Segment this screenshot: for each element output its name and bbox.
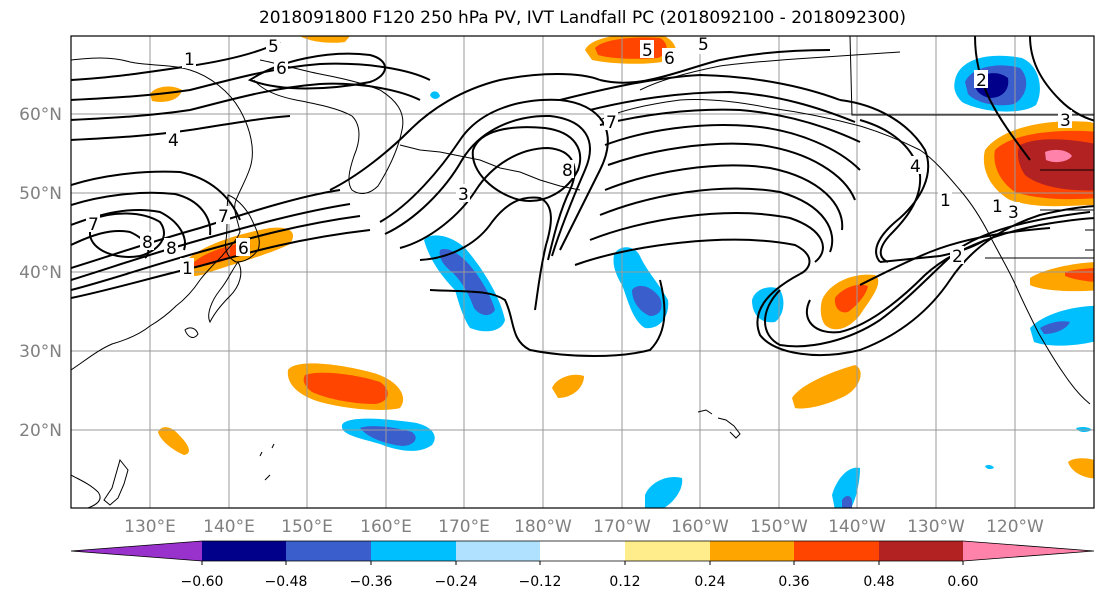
positive-anomaly-140w — [820, 274, 879, 330]
positive-anomaly-northeast — [983, 121, 1094, 207]
colorbar-tick-label: −0.48 — [265, 574, 308, 590]
contour-label: 7 — [88, 215, 99, 235]
contour-label: 2 — [976, 71, 987, 91]
lon-label: 160°E — [360, 517, 412, 537]
colorbar-cell — [540, 541, 625, 561]
lon-label: 170°E — [438, 517, 490, 537]
colorbar-tick-label: 0.12 — [609, 574, 640, 590]
colorbar-cell — [456, 541, 540, 561]
contour-label: 5 — [698, 35, 709, 55]
contour-label: 8 — [142, 233, 153, 253]
lon-label: 180°W — [514, 517, 572, 537]
contour-label: 1 — [940, 191, 951, 211]
contour-label: 6 — [276, 59, 287, 79]
contour-label: 7 — [606, 113, 617, 133]
lat-label: 60°N — [19, 105, 62, 125]
colorbar-cell — [625, 541, 710, 561]
positive-anomaly-145w — [792, 365, 861, 409]
colorbar-tick-label: 0.36 — [778, 574, 809, 590]
lat-label: 20°N — [19, 421, 62, 441]
contour-label: 8 — [166, 239, 177, 259]
contour-labels: 1 5 6 5 6 5 4 7 7 8 8 3 7 8 6 4 1 1 2 3 … — [86, 35, 1072, 279]
colorbar-cell — [710, 541, 794, 561]
colorbar-cell — [286, 541, 371, 561]
contour-label: 1 — [992, 197, 1003, 217]
positive-anomaly-175w — [552, 374, 584, 398]
colorbar: −0.60 −0.48 −0.36 −0.24 −0.12 0.12 0.24 … — [70, 540, 1095, 590]
lat-label: 50°N — [19, 184, 62, 204]
longitude-labels: 130°E 140°E 150°E 160°E 170°E 180°W 170°… — [124, 517, 1044, 537]
lon-label: 140°E — [203, 517, 255, 537]
lon-label: 170°W — [593, 517, 651, 537]
latitude-labels: 60°N 50°N 40°N 30°N 20°N — [19, 105, 62, 441]
lon-label: 150°W — [750, 517, 808, 537]
colorbar-cell — [371, 541, 456, 561]
contour-label: 6 — [664, 49, 675, 69]
colorbar-cell — [963, 541, 1094, 561]
contour-label: 3 — [1060, 111, 1071, 131]
negative-anomaly-160e — [341, 418, 435, 451]
map-frame — [70, 35, 1095, 509]
lon-label: 130°W — [907, 517, 965, 537]
contour-label: 7 — [218, 207, 229, 227]
lon-label: 120°W — [986, 517, 1044, 537]
positive-anomaly-150e — [287, 363, 404, 410]
colorbar-tick-label: −0.60 — [181, 574, 224, 590]
negative-anomaly-170w — [613, 247, 669, 329]
lat-label: 40°N — [19, 263, 62, 283]
colorbar-tick-label: 0.24 — [694, 574, 725, 590]
lon-label: 160°W — [671, 517, 729, 537]
colorbar-ticks: −0.60 −0.48 −0.36 −0.24 −0.12 0.12 0.24 … — [181, 574, 979, 590]
contour-label: 6 — [238, 239, 249, 259]
colorbar-tick-label: 0.60 — [947, 574, 978, 590]
lat-label: 30°N — [19, 342, 62, 362]
map-title: 2018091800 F120 250 hPa PV, IVT Landfall… — [258, 8, 906, 28]
colorbar-cell — [202, 541, 286, 561]
colorbar-tick-label: −0.24 — [435, 574, 478, 590]
shaded-anomalies — [150, 36, 1094, 508]
contour-label: 3 — [458, 185, 469, 205]
colorbar-tick-label: 0.48 — [863, 574, 894, 590]
contour-label: 8 — [562, 161, 573, 181]
contour-label: 1 — [182, 259, 193, 279]
lon-label: 150°E — [281, 517, 333, 537]
coastlines — [71, 36, 1094, 508]
graticule — [71, 36, 1094, 508]
negative-anomaly-northeast — [954, 55, 1040, 112]
colorbar-tick-label: −0.36 — [350, 574, 393, 590]
lon-label: 140°W — [828, 517, 886, 537]
lon-label: 130°E — [124, 517, 176, 537]
colorbar-cell — [71, 541, 202, 561]
contour-label: 5 — [268, 37, 279, 57]
colorbar-cell — [879, 541, 963, 561]
pv-contours — [71, 36, 1094, 357]
contour-label: 5 — [642, 41, 653, 61]
contour-label: 4 — [910, 157, 921, 177]
contour-label: 2 — [952, 247, 963, 267]
colorbar-tick-label: −0.12 — [519, 574, 562, 590]
contour-label: 3 — [1008, 203, 1019, 223]
contour-label: 1 — [184, 50, 195, 70]
colorbar-cell — [794, 541, 879, 561]
contour-label: 4 — [168, 131, 179, 151]
